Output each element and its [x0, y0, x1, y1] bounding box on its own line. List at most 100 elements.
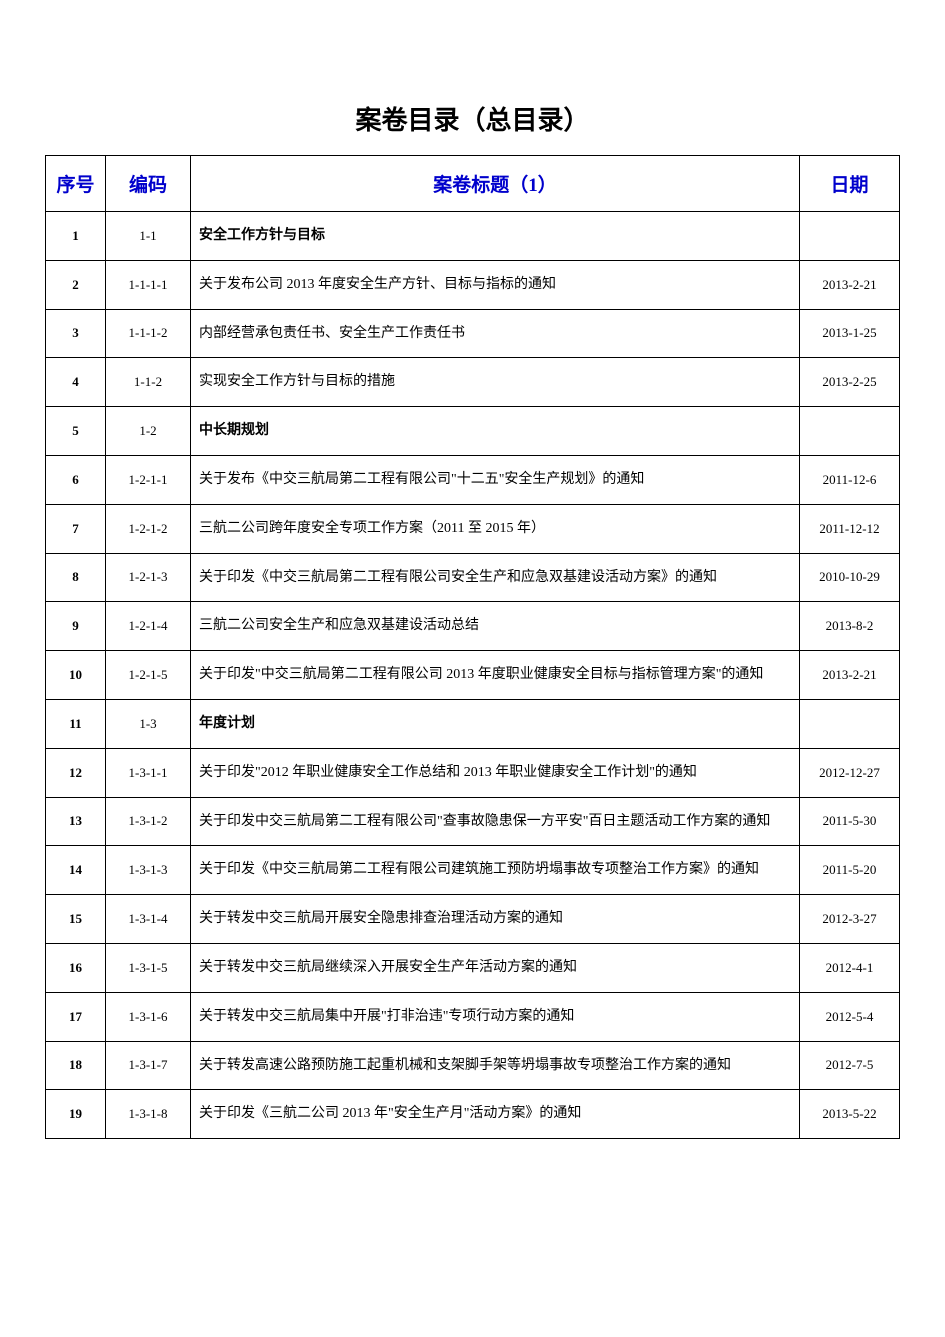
- cell-seq: 12: [46, 748, 106, 797]
- cell-seq: 15: [46, 895, 106, 944]
- cell-code: 1-1-2: [106, 358, 191, 407]
- cell-seq: 2: [46, 260, 106, 309]
- cell-title: 三航二公司安全生产和应急双基建设活动总结: [191, 602, 800, 651]
- catalog-table: 序号 编码 案卷标题（1） 日期 11-1安全工作方针与目标21-1-1-1关于…: [45, 155, 900, 1139]
- cell-seq: 14: [46, 846, 106, 895]
- cell-seq: 19: [46, 1090, 106, 1139]
- cell-code: 1-3-1-1: [106, 748, 191, 797]
- header-seq: 序号: [46, 156, 106, 212]
- cell-title: 三航二公司跨年度安全专项工作方案（2011 至 2015 年）: [191, 504, 800, 553]
- page-title: 案卷目录（总目录）: [45, 100, 900, 137]
- table-row: 111-3年度计划: [46, 699, 900, 748]
- cell-date: 2012-12-27: [800, 748, 900, 797]
- cell-code: 1-3-1-5: [106, 943, 191, 992]
- cell-code: 1-2-1-3: [106, 553, 191, 602]
- table-row: 161-3-1-5关于转发中交三航局继续深入开展安全生产年活动方案的通知2012…: [46, 943, 900, 992]
- cell-code: 1-1: [106, 212, 191, 261]
- table-row: 41-1-2实现安全工作方针与目标的措施2013-2-25: [46, 358, 900, 407]
- cell-title: 内部经营承包责任书、安全生产工作责任书: [191, 309, 800, 358]
- cell-code: 1-3-1-3: [106, 846, 191, 895]
- cell-code: 1-2-1-2: [106, 504, 191, 553]
- cell-seq: 13: [46, 797, 106, 846]
- cell-seq: 8: [46, 553, 106, 602]
- cell-code: 1-2: [106, 407, 191, 456]
- cell-title: 中长期规划: [191, 407, 800, 456]
- cell-title: 关于印发《中交三航局第二工程有限公司建筑施工预防坍塌事故专项整治工作方案》的通知: [191, 846, 800, 895]
- table-header-row: 序号 编码 案卷标题（1） 日期: [46, 156, 900, 212]
- cell-date: [800, 212, 900, 261]
- table-row: 121-3-1-1关于印发"2012 年职业健康安全工作总结和 2013 年职业…: [46, 748, 900, 797]
- cell-date: 2012-7-5: [800, 1041, 900, 1090]
- cell-date: 2011-5-20: [800, 846, 900, 895]
- cell-title: 关于转发中交三航局集中开展"打非治违"专项行动方案的通知: [191, 992, 800, 1041]
- table-row: 21-1-1-1关于发布公司 2013 年度安全生产方针、目标与指标的通知201…: [46, 260, 900, 309]
- table-row: 131-3-1-2关于印发中交三航局第二工程有限公司"查事故隐患保一方平安"百日…: [46, 797, 900, 846]
- cell-date: 2013-8-2: [800, 602, 900, 651]
- table-row: 181-3-1-7关于转发高速公路预防施工起重机械和支架脚手架等坍塌事故专项整治…: [46, 1041, 900, 1090]
- cell-date: 2012-5-4: [800, 992, 900, 1041]
- table-row: 91-2-1-4三航二公司安全生产和应急双基建设活动总结2013-8-2: [46, 602, 900, 651]
- cell-code: 1-2-1-1: [106, 455, 191, 504]
- cell-date: [800, 407, 900, 456]
- cell-title: 关于印发"中交三航局第二工程有限公司 2013 年度职业健康安全目标与指标管理方…: [191, 651, 800, 700]
- cell-title: 年度计划: [191, 699, 800, 748]
- cell-seq: 3: [46, 309, 106, 358]
- cell-seq: 7: [46, 504, 106, 553]
- cell-seq: 17: [46, 992, 106, 1041]
- cell-date: 2013-2-21: [800, 260, 900, 309]
- cell-title: 安全工作方针与目标: [191, 212, 800, 261]
- cell-seq: 9: [46, 602, 106, 651]
- cell-code: 1-3-1-6: [106, 992, 191, 1041]
- cell-title: 实现安全工作方针与目标的措施: [191, 358, 800, 407]
- cell-code: 1-3-1-4: [106, 895, 191, 944]
- table-row: 71-2-1-2三航二公司跨年度安全专项工作方案（2011 至 2015 年）2…: [46, 504, 900, 553]
- table-row: 101-2-1-5关于印发"中交三航局第二工程有限公司 2013 年度职业健康安…: [46, 651, 900, 700]
- cell-seq: 16: [46, 943, 106, 992]
- table-row: 51-2中长期规划: [46, 407, 900, 456]
- cell-code: 1-3: [106, 699, 191, 748]
- table-row: 141-3-1-3关于印发《中交三航局第二工程有限公司建筑施工预防坍塌事故专项整…: [46, 846, 900, 895]
- cell-code: 1-1-1-1: [106, 260, 191, 309]
- table-row: 151-3-1-4关于转发中交三航局开展安全隐患排查治理活动方案的通知2012-…: [46, 895, 900, 944]
- cell-date: 2011-12-6: [800, 455, 900, 504]
- cell-code: 1-3-1-8: [106, 1090, 191, 1139]
- cell-code: 1-3-1-7: [106, 1041, 191, 1090]
- cell-title: 关于印发"2012 年职业健康安全工作总结和 2013 年职业健康安全工作计划"…: [191, 748, 800, 797]
- cell-date: 2011-5-30: [800, 797, 900, 846]
- cell-title: 关于印发《三航二公司 2013 年"安全生产月"活动方案》的通知: [191, 1090, 800, 1139]
- table-row: 171-3-1-6关于转发中交三航局集中开展"打非治违"专项行动方案的通知201…: [46, 992, 900, 1041]
- cell-date: 2013-2-21: [800, 651, 900, 700]
- table-row: 191-3-1-8关于印发《三航二公司 2013 年"安全生产月"活动方案》的通…: [46, 1090, 900, 1139]
- cell-date: 2013-5-22: [800, 1090, 900, 1139]
- header-title: 案卷标题（1）: [191, 156, 800, 212]
- cell-date: [800, 699, 900, 748]
- cell-code: 1-2-1-4: [106, 602, 191, 651]
- table-row: 11-1安全工作方针与目标: [46, 212, 900, 261]
- cell-title: 关于发布《中交三航局第二工程有限公司"十二五"安全生产规划》的通知: [191, 455, 800, 504]
- header-code: 编码: [106, 156, 191, 212]
- cell-date: 2012-3-27: [800, 895, 900, 944]
- cell-seq: 6: [46, 455, 106, 504]
- table-row: 61-2-1-1关于发布《中交三航局第二工程有限公司"十二五"安全生产规划》的通…: [46, 455, 900, 504]
- cell-code: 1-2-1-5: [106, 651, 191, 700]
- cell-title: 关于转发高速公路预防施工起重机械和支架脚手架等坍塌事故专项整治工作方案的通知: [191, 1041, 800, 1090]
- cell-date: 2011-12-12: [800, 504, 900, 553]
- header-date: 日期: [800, 156, 900, 212]
- table-row: 31-1-1-2内部经营承包责任书、安全生产工作责任书2013-1-25: [46, 309, 900, 358]
- cell-title: 关于印发《中交三航局第二工程有限公司安全生产和应急双基建设活动方案》的通知: [191, 553, 800, 602]
- cell-title: 关于印发中交三航局第二工程有限公司"查事故隐患保一方平安"百日主题活动工作方案的…: [191, 797, 800, 846]
- cell-date: 2010-10-29: [800, 553, 900, 602]
- cell-seq: 5: [46, 407, 106, 456]
- cell-date: 2012-4-1: [800, 943, 900, 992]
- cell-seq: 18: [46, 1041, 106, 1090]
- cell-date: 2013-1-25: [800, 309, 900, 358]
- cell-title: 关于发布公司 2013 年度安全生产方针、目标与指标的通知: [191, 260, 800, 309]
- cell-title: 关于转发中交三航局开展安全隐患排查治理活动方案的通知: [191, 895, 800, 944]
- cell-code: 1-3-1-2: [106, 797, 191, 846]
- cell-seq: 1: [46, 212, 106, 261]
- cell-seq: 10: [46, 651, 106, 700]
- cell-code: 1-1-1-2: [106, 309, 191, 358]
- cell-seq: 4: [46, 358, 106, 407]
- cell-date: 2013-2-25: [800, 358, 900, 407]
- cell-seq: 11: [46, 699, 106, 748]
